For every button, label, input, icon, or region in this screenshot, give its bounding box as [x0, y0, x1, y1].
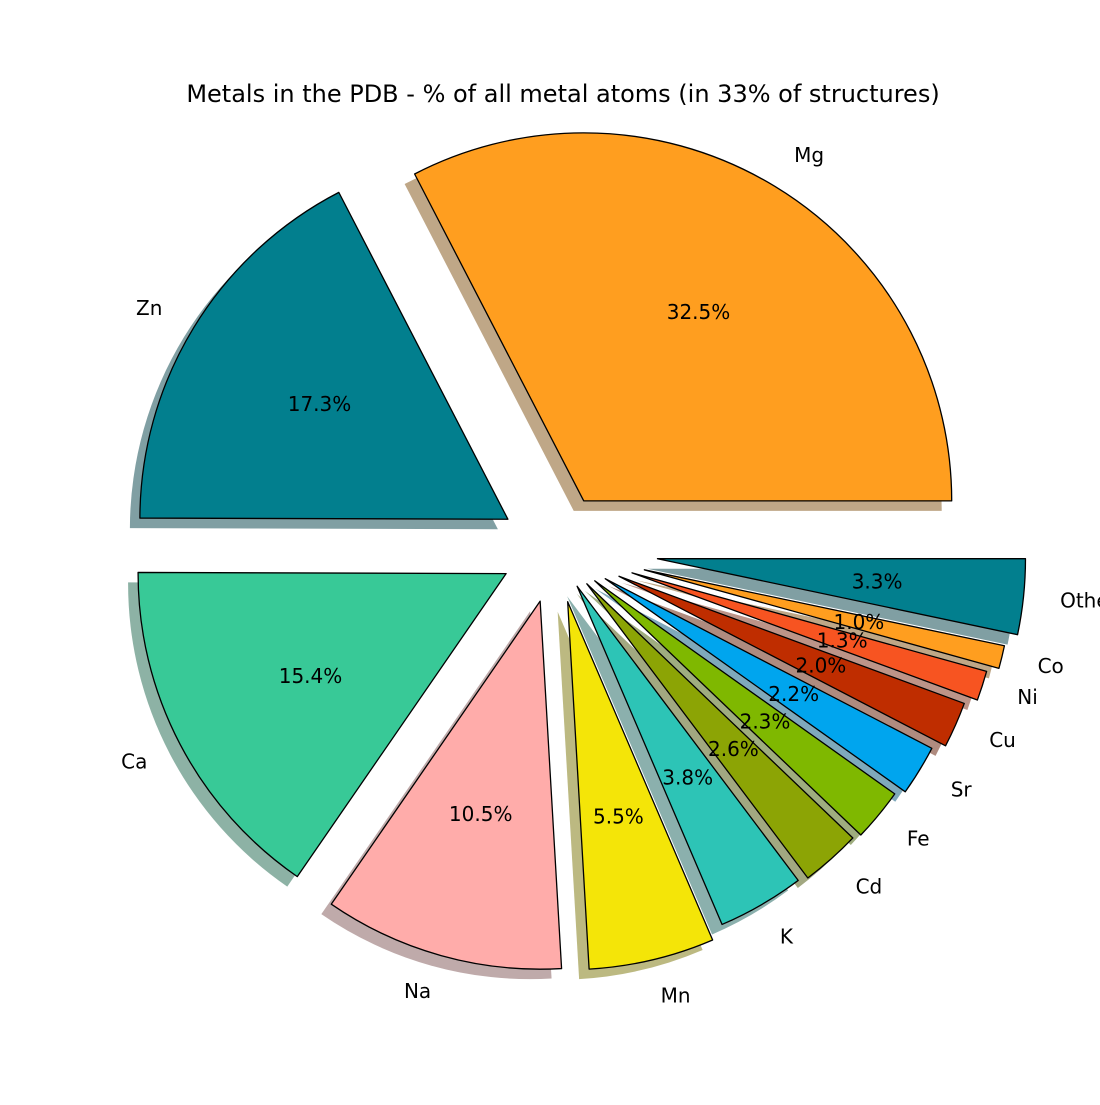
slice-label-cu: Cu	[989, 728, 1016, 752]
pie-slice-others	[656, 558, 1027, 636]
percent-label-na: 10.5%	[449, 802, 513, 826]
percent-label-cd: 2.6%	[708, 737, 759, 761]
label-layer: Mg 32.5% Zn 17.3% Ca 15.4% Na 10.5% Mn 5.5% K 3.8% C…	[121, 143, 1100, 1008]
percent-label-ca: 15.4%	[279, 664, 343, 688]
percent-label-cu: 2.0%	[795, 654, 846, 678]
slice-label-cd: Cd	[856, 874, 883, 898]
percent-label-ni: 1.3%	[817, 629, 868, 653]
pie-slice-cu	[618, 575, 965, 747]
slice-label-ni: Ni	[1017, 685, 1038, 709]
pie-slice-mn	[567, 601, 714, 970]
percent-label-sr: 2.2%	[768, 682, 819, 706]
percent-label-mn: 5.5%	[593, 805, 644, 829]
pie-slice-mg	[413, 132, 953, 502]
percent-label-k: 3.8%	[662, 765, 713, 789]
slice-label-ca: Ca	[121, 749, 147, 773]
percent-label-zn: 17.3%	[288, 392, 352, 416]
pie-slice-zn	[139, 191, 509, 520]
chart-title: Metals in the PDB - % of all metal atoms…	[186, 80, 939, 108]
slice-label-mn: Mn	[661, 984, 691, 1008]
percent-label-fe: 2.3%	[740, 709, 791, 733]
slice-label-na: Na	[404, 979, 431, 1003]
pie-slice-ni	[631, 572, 988, 701]
percent-label-others: 3.3%	[852, 570, 903, 594]
percent-label-mg: 32.5%	[667, 300, 731, 324]
slice-label-sr: Sr	[951, 778, 973, 802]
slice-label-fe: Fe	[907, 827, 930, 851]
pie-slice-na	[330, 600, 563, 970]
pie-slice-sr	[604, 578, 933, 793]
slice-layer	[137, 132, 1027, 970]
pie-slice-cd	[586, 583, 854, 879]
pie-slice-k	[576, 585, 799, 926]
slice-label-k: K	[780, 925, 794, 949]
percent-label-co: 1.0%	[833, 610, 884, 634]
pie-slice-fe	[594, 580, 896, 836]
slice-label-co: Co	[1038, 654, 1064, 678]
slice-label-others: Others	[1060, 589, 1100, 613]
slice-label-zn: Zn	[136, 296, 162, 320]
pie-slice-co	[643, 569, 1006, 669]
pie-slice-ca	[137, 571, 507, 878]
slice-label-mg: Mg	[794, 143, 824, 167]
